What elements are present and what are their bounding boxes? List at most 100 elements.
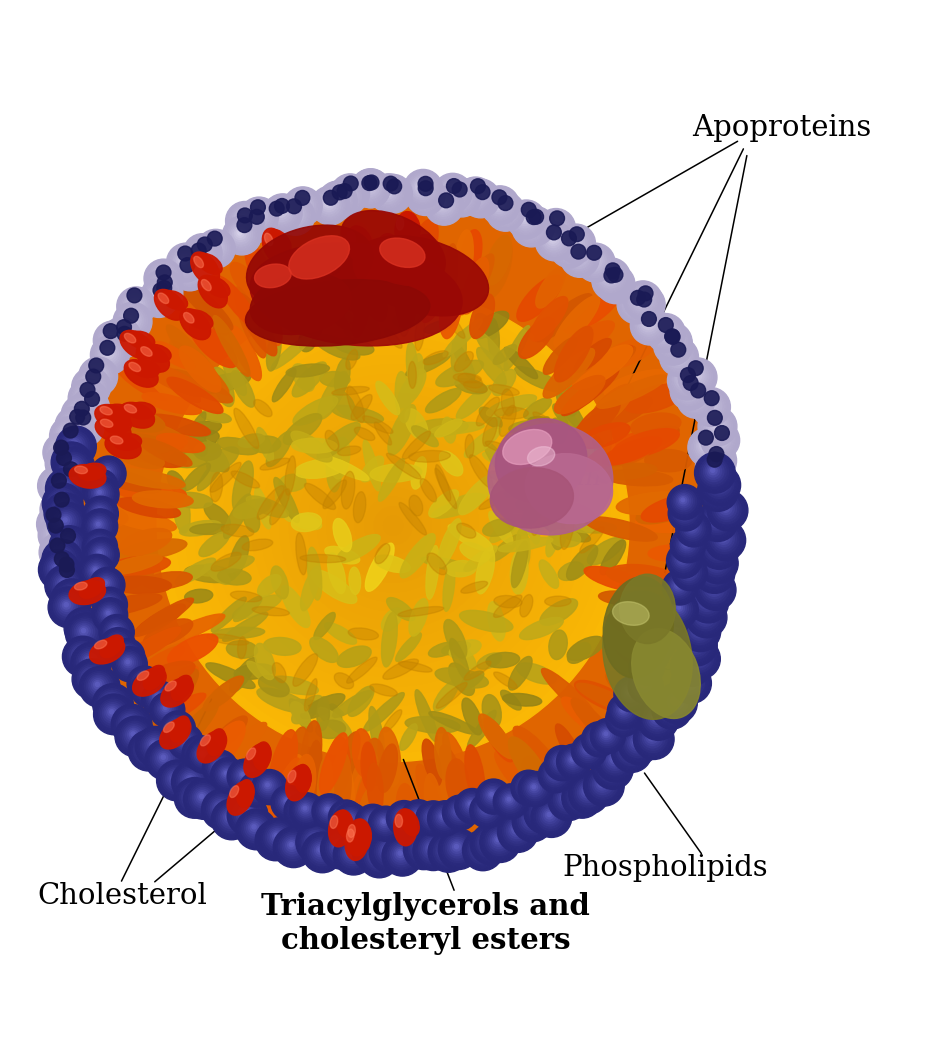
Circle shape: [113, 706, 150, 743]
Circle shape: [713, 559, 718, 563]
Circle shape: [147, 263, 179, 294]
Circle shape: [335, 807, 356, 827]
Circle shape: [667, 543, 702, 578]
Circle shape: [632, 290, 659, 317]
Circle shape: [182, 772, 199, 788]
Circle shape: [271, 830, 283, 842]
Circle shape: [687, 618, 711, 642]
Circle shape: [96, 522, 100, 526]
Circle shape: [358, 176, 381, 199]
Circle shape: [389, 842, 413, 867]
Circle shape: [625, 730, 650, 755]
Circle shape: [316, 846, 325, 854]
Circle shape: [378, 182, 398, 201]
Circle shape: [573, 788, 589, 804]
Ellipse shape: [137, 445, 186, 468]
Text: C-III: C-III: [554, 470, 602, 489]
Ellipse shape: [467, 711, 496, 749]
Circle shape: [292, 195, 312, 215]
Circle shape: [594, 264, 629, 298]
Circle shape: [289, 192, 315, 219]
Ellipse shape: [439, 451, 462, 476]
Circle shape: [393, 846, 409, 862]
Circle shape: [109, 337, 113, 340]
Circle shape: [184, 737, 216, 769]
Circle shape: [285, 799, 289, 802]
Circle shape: [637, 677, 651, 692]
Circle shape: [660, 327, 668, 334]
Circle shape: [593, 733, 603, 743]
Circle shape: [704, 454, 723, 474]
Ellipse shape: [107, 424, 184, 451]
Circle shape: [452, 182, 467, 197]
Circle shape: [364, 175, 379, 190]
Circle shape: [283, 187, 322, 226]
Circle shape: [87, 534, 112, 559]
Circle shape: [538, 758, 574, 793]
Ellipse shape: [558, 562, 584, 580]
Ellipse shape: [406, 342, 417, 387]
Circle shape: [100, 595, 117, 613]
Ellipse shape: [641, 494, 703, 522]
Circle shape: [658, 627, 668, 638]
Circle shape: [100, 691, 124, 715]
Circle shape: [68, 473, 72, 477]
Circle shape: [680, 359, 715, 395]
Circle shape: [52, 579, 92, 620]
Circle shape: [557, 235, 580, 259]
Circle shape: [105, 696, 117, 709]
Circle shape: [462, 796, 480, 814]
Ellipse shape: [441, 244, 458, 315]
Circle shape: [607, 763, 615, 771]
Circle shape: [376, 176, 410, 210]
Ellipse shape: [244, 743, 271, 777]
Circle shape: [56, 423, 80, 447]
Circle shape: [384, 846, 392, 854]
Ellipse shape: [144, 415, 211, 436]
Circle shape: [157, 280, 172, 296]
Ellipse shape: [558, 369, 578, 416]
Circle shape: [571, 248, 586, 264]
Circle shape: [601, 270, 628, 297]
Circle shape: [450, 187, 470, 206]
Ellipse shape: [378, 727, 401, 787]
Ellipse shape: [213, 316, 250, 376]
Circle shape: [81, 668, 117, 705]
Circle shape: [182, 258, 186, 262]
Circle shape: [228, 760, 263, 794]
Ellipse shape: [500, 405, 516, 437]
Circle shape: [562, 794, 571, 802]
Ellipse shape: [290, 701, 310, 726]
Ellipse shape: [484, 718, 513, 762]
Ellipse shape: [635, 511, 711, 532]
Circle shape: [151, 694, 183, 725]
Circle shape: [491, 196, 506, 212]
Ellipse shape: [354, 819, 372, 846]
Circle shape: [85, 532, 114, 561]
Ellipse shape: [166, 369, 233, 403]
Circle shape: [482, 188, 517, 222]
Circle shape: [63, 456, 83, 476]
Circle shape: [122, 723, 146, 747]
Circle shape: [334, 196, 338, 200]
Circle shape: [405, 171, 440, 206]
Circle shape: [54, 531, 77, 554]
Circle shape: [580, 247, 610, 277]
Circle shape: [54, 592, 82, 621]
Circle shape: [67, 460, 79, 472]
Circle shape: [266, 197, 298, 228]
Circle shape: [339, 809, 361, 830]
Ellipse shape: [435, 668, 488, 688]
Circle shape: [680, 373, 691, 384]
Circle shape: [546, 811, 553, 819]
Circle shape: [49, 526, 83, 561]
Circle shape: [660, 329, 684, 352]
Circle shape: [54, 443, 68, 458]
Circle shape: [714, 528, 734, 549]
Circle shape: [621, 741, 641, 761]
Circle shape: [324, 187, 351, 214]
Circle shape: [61, 580, 65, 585]
Ellipse shape: [558, 465, 574, 512]
Circle shape: [545, 764, 565, 785]
Circle shape: [379, 183, 395, 199]
